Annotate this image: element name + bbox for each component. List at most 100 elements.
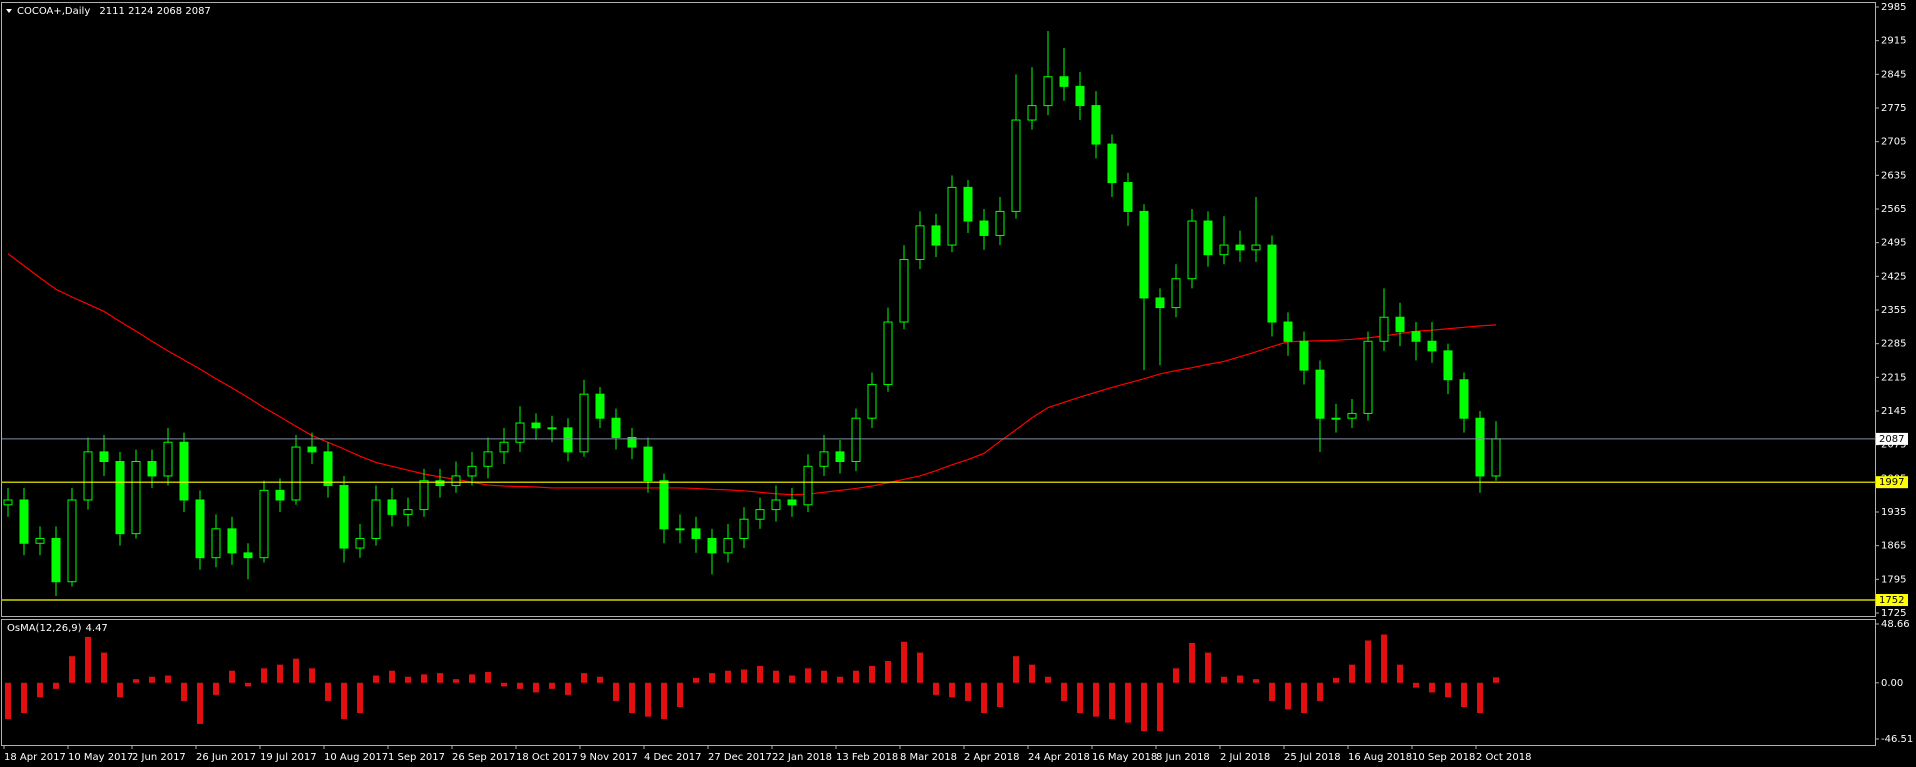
histogram-bar xyxy=(805,668,811,683)
y-tick-label: 2495 xyxy=(1881,238,1906,249)
x-tick-label: 2 Apr 2018 xyxy=(964,752,1019,763)
candle-body xyxy=(1475,417,1485,477)
candle-body xyxy=(339,485,349,549)
candle-body xyxy=(403,509,413,515)
x-tick-label: 16 Aug 2018 xyxy=(1348,752,1412,763)
candle-body xyxy=(387,499,397,515)
histogram-bar xyxy=(309,668,315,683)
level-label: 1752 xyxy=(1879,595,1904,606)
moving-average xyxy=(7,253,1497,496)
histogram-bar xyxy=(1173,668,1179,683)
histogram-bar xyxy=(261,668,267,683)
candle-body xyxy=(819,451,829,467)
histogram-bar xyxy=(21,682,27,714)
histogram-bar xyxy=(1221,676,1227,683)
candle-body xyxy=(627,436,637,448)
y-tick-label: 2215 xyxy=(1881,372,1906,383)
histogram-bar xyxy=(53,682,59,689)
y-tick-label: -46.51 xyxy=(1881,734,1913,745)
candle-body xyxy=(1075,85,1085,107)
histogram-bar xyxy=(549,682,555,689)
candle-body xyxy=(195,499,205,559)
y-tick-label: 2705 xyxy=(1881,137,1906,148)
histogram-bar xyxy=(437,673,443,683)
candle-body xyxy=(355,537,365,549)
candle-body xyxy=(1379,316,1389,342)
candle-body xyxy=(1331,417,1341,420)
histogram-bar xyxy=(1269,682,1275,701)
candle-body xyxy=(19,499,29,544)
histogram-bar xyxy=(1381,634,1387,683)
candle-body xyxy=(675,528,685,531)
x-tick-label: 10 Aug 2017 xyxy=(324,752,388,763)
y-tick-label: 2285 xyxy=(1881,339,1906,350)
histogram-bar xyxy=(1445,682,1451,698)
histogram-bar xyxy=(853,670,859,683)
candle-body xyxy=(1155,297,1165,309)
histogram-bar xyxy=(357,682,363,714)
y-tick-label: 2915 xyxy=(1881,36,1906,47)
quote-open: 2111 xyxy=(99,6,124,17)
x-tick-label: 16 May 2018 xyxy=(1092,752,1157,763)
histogram-bar xyxy=(1237,675,1243,683)
menu-arrow[interactable] xyxy=(6,9,12,13)
candle-body xyxy=(931,225,941,246)
histogram-bar xyxy=(341,682,347,720)
candle-body xyxy=(259,489,269,559)
candle-body xyxy=(435,480,445,487)
candle-body xyxy=(115,461,125,535)
histogram-bar xyxy=(837,676,843,683)
histogram-bar xyxy=(789,675,795,683)
candle-body xyxy=(1011,119,1021,212)
histogram-bar xyxy=(389,670,395,683)
x-tick-label: 8 Mar 2018 xyxy=(900,752,957,763)
candle-body xyxy=(1459,379,1469,419)
y-tick-label: 2775 xyxy=(1881,103,1906,114)
candle-body xyxy=(851,417,861,463)
candle-body xyxy=(1203,220,1213,256)
histogram-bar xyxy=(581,673,587,683)
histogram-bar xyxy=(1125,682,1131,723)
histogram-bar xyxy=(533,682,539,693)
level-box xyxy=(1876,476,1908,489)
histogram-bar xyxy=(565,682,571,695)
candle-body xyxy=(483,451,493,467)
histogram-bar xyxy=(1029,664,1035,683)
histogram-bar xyxy=(725,670,731,683)
candle-body xyxy=(739,518,749,539)
candle-body xyxy=(1219,244,1229,256)
y-tick-label: 1725 xyxy=(1881,608,1906,619)
candle-body xyxy=(979,220,989,236)
x-tick-label: 4 Dec 2017 xyxy=(644,752,702,763)
candle-body xyxy=(1347,412,1357,419)
candle-body xyxy=(1443,350,1453,381)
candle-body xyxy=(1363,340,1373,414)
histogram-bar xyxy=(1317,682,1323,701)
candle-body xyxy=(1107,143,1117,184)
candle-body xyxy=(995,210,1005,236)
x-tick-label: 18 Apr 2017 xyxy=(4,752,66,763)
x-tick-label: 2 Oct 2018 xyxy=(1476,752,1531,763)
histogram-bar xyxy=(245,682,251,687)
histogram-bar xyxy=(1477,682,1483,714)
candle-body xyxy=(723,537,733,554)
x-tick-label: 1 Sep 2017 xyxy=(388,752,445,763)
candle-body xyxy=(707,537,717,554)
candle-body xyxy=(227,528,237,554)
histogram-bar xyxy=(517,682,523,689)
candle-body xyxy=(563,427,573,453)
candle-body xyxy=(1171,278,1181,309)
level-box xyxy=(1876,594,1908,607)
histogram-bar xyxy=(469,674,475,683)
histogram-bar xyxy=(165,675,171,683)
candle-body xyxy=(1187,220,1197,280)
candle-body xyxy=(243,552,253,559)
quote-low: 2068 xyxy=(157,6,182,17)
histogram-bar xyxy=(117,682,123,698)
histogram-bar xyxy=(677,682,683,707)
histogram-bar xyxy=(1109,682,1115,720)
y-tick-label: 2985 xyxy=(1881,2,1906,13)
candle-body xyxy=(1123,182,1133,212)
candle-body xyxy=(323,451,333,487)
histogram-bar xyxy=(1077,682,1083,714)
